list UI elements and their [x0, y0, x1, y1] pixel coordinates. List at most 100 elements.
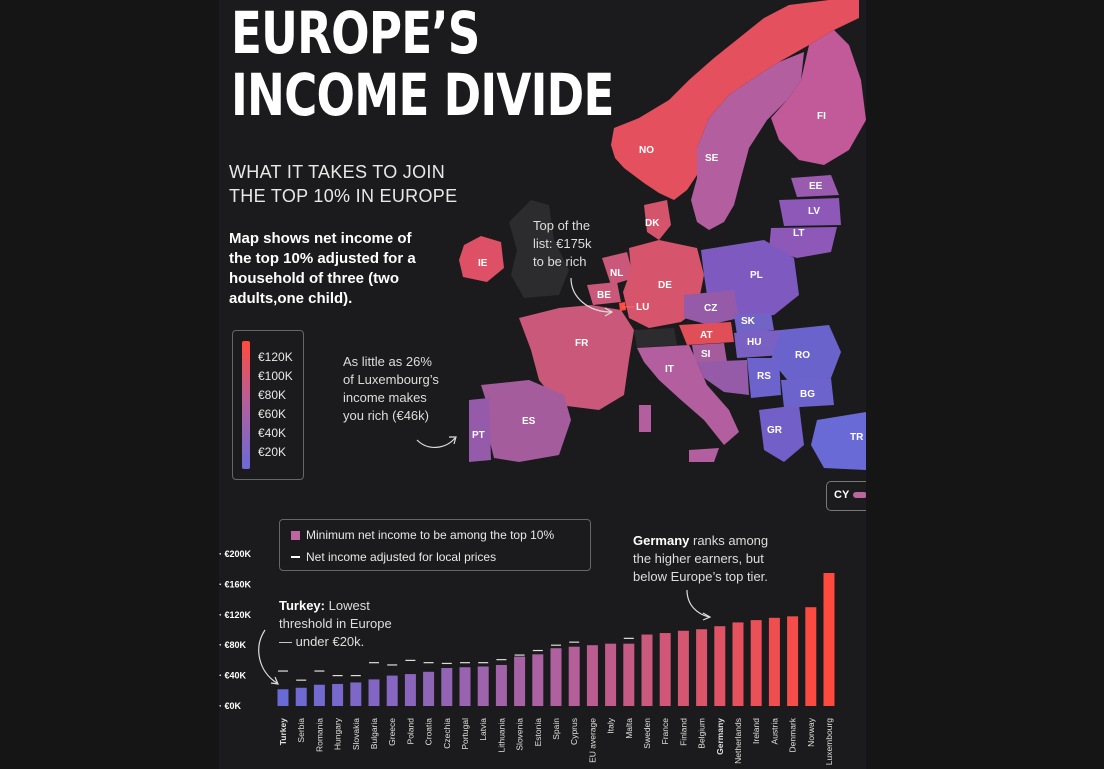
bar-luxembourg: [823, 573, 835, 706]
x-tick-label: Belgium: [697, 718, 707, 749]
x-tick-label: Netherlands: [733, 718, 743, 764]
arrow-germany-head: [702, 612, 712, 621]
region-DK: [644, 200, 671, 240]
label-ES: ES: [522, 416, 536, 427]
annotation-line: Top of the: [533, 218, 591, 233]
annotation-line: threshold in Europe: [279, 616, 392, 631]
title-line1: EUROPE’S: [231, 0, 480, 67]
bar-estonia: [532, 654, 544, 706]
region-CZ: [684, 290, 739, 325]
label-FI: FI: [817, 111, 826, 122]
x-tick-label: Lithuania: [496, 718, 506, 753]
region-HU: [734, 330, 784, 358]
region-RS: [747, 358, 781, 398]
x-tick-label: Latvia: [478, 718, 488, 741]
title-line2: INCOME DIVIDE: [231, 61, 614, 129]
x-tick-label: Finland: [678, 718, 688, 746]
arrow-top-head: [604, 307, 614, 317]
label-SI: SI: [701, 349, 711, 360]
y-tick-label: · €200K: [219, 549, 252, 559]
bar-greece: [386, 675, 398, 706]
bar-latvia: [477, 666, 489, 706]
region-SK: [734, 313, 774, 335]
x-tick-label: Estonia: [533, 718, 543, 747]
x-tick-label: Czechia: [442, 718, 452, 749]
region-DE: [623, 240, 704, 328]
legend-item-adjusted: Net income adjusted for local prices: [306, 550, 497, 564]
label-PL: PL: [750, 270, 763, 281]
region-EE: [791, 175, 839, 197]
bar-romania: [313, 684, 325, 706]
label-DK: DK: [645, 218, 660, 229]
arrow-top: [570, 277, 612, 313]
legend-label: €20K: [258, 445, 287, 459]
x-tick-label: Turkey: [278, 718, 288, 746]
page-title: EUROPE’S INCOME DIVIDE: [231, 2, 614, 126]
label-SK: SK: [741, 316, 756, 327]
region-CH: [634, 328, 677, 348]
annotation-text: Lowest: [325, 598, 370, 613]
x-tick-label: Poland: [405, 718, 415, 745]
bar-czechia: [441, 668, 453, 706]
x-tick-label: Cyprus: [569, 718, 579, 745]
legend-label: €40K: [258, 426, 287, 440]
x-tick-label: Serbia: [296, 718, 306, 743]
y-tick-label: · €80K: [219, 640, 247, 650]
label-CY: CY: [834, 489, 850, 501]
label-IT: IT: [665, 364, 674, 375]
annotation-line: income makes: [343, 390, 427, 405]
annotation-bold: Germany: [633, 533, 690, 548]
arrow-turkey-head: [270, 676, 279, 685]
bar-chart: · €0K · €40K · €80K · €120K · €160K · €200K T…: [219, 549, 835, 765]
annotation-line: of Luxembourg’s: [343, 372, 439, 387]
bar-malta: [623, 643, 635, 706]
bar-austria: [768, 617, 780, 706]
arrow-turkey: [258, 629, 278, 684]
subtitle: WHAT IT TAKES TO JOIN THE TOP 10% IN EUR…: [229, 160, 457, 208]
x-tick-label: Hungary: [333, 717, 343, 750]
region-PT: [469, 398, 491, 462]
y-tick-label: · €0K: [219, 701, 242, 711]
x-tick-label: Sweden: [642, 718, 652, 749]
label-NO: NO: [639, 145, 654, 156]
bar-portugal: [459, 667, 471, 706]
label-HU: HU: [747, 337, 761, 348]
label-SE: SE: [705, 153, 719, 164]
annotation-line: As little as 26%: [343, 354, 432, 369]
x-tick-label: Slovakia: [351, 718, 361, 750]
bar-france: [659, 633, 671, 706]
x-tick-label: Bulgaria: [369, 718, 379, 749]
annotation-line: Germany ranks among: [633, 532, 768, 550]
region-HR: [697, 360, 749, 395]
x-tick-label: Denmark: [788, 717, 798, 752]
arrow-germany: [686, 589, 710, 618]
bar-poland: [404, 674, 416, 706]
label-AT: AT: [700, 330, 713, 341]
x-tick-label: Portugal: [460, 718, 470, 750]
annotation-germany: Germany ranks among the higher earners, …: [633, 532, 768, 586]
y-tick-label: · €120K: [219, 610, 252, 620]
legend-label: €60K: [258, 407, 287, 421]
bar-finland: [677, 630, 689, 706]
annotation-turkey: Turkey: Lowest threshold in Europe — und…: [279, 597, 392, 651]
subtitle-line1: WHAT IT TAKES TO JOIN: [229, 162, 446, 182]
x-tick-label: Ireland: [751, 718, 761, 744]
region-SE: [691, 52, 804, 230]
label-CZ: CZ: [704, 303, 717, 314]
region-LV: [779, 198, 841, 226]
annotation-line: list: €175k: [533, 236, 592, 251]
annotation-text: ranks among: [689, 533, 769, 548]
region-FR: [519, 305, 634, 410]
bar-turkey: [277, 689, 289, 706]
region-NL: [602, 252, 634, 285]
label-BE: BE: [597, 290, 611, 301]
label-LT: LT: [793, 228, 804, 239]
arrow-lux-head: [449, 436, 457, 445]
bar-legend: Minimum net income to be among the top 1…: [279, 519, 591, 571]
region-BG: [781, 378, 834, 408]
legend-swatch-min-income: [291, 531, 300, 540]
bar-hungary: [332, 683, 344, 706]
x-tick-label: Germany: [715, 718, 725, 755]
region-FI: [771, 30, 866, 165]
bar-spain: [550, 648, 562, 706]
